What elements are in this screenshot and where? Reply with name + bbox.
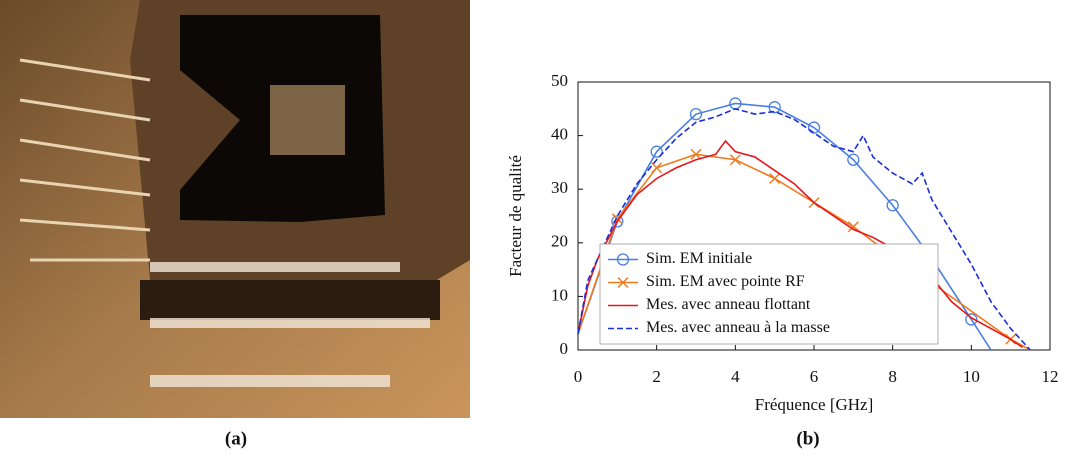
- legend-label: Sim. EM initiale: [646, 250, 752, 267]
- x-tick-label: 2: [652, 367, 661, 386]
- series-line: [577, 107, 1031, 351]
- legend-label: Mes. avec anneau flottant: [646, 296, 811, 313]
- series-line: [577, 102, 992, 351]
- marker: [729, 154, 741, 166]
- legend-box: [599, 243, 939, 345]
- y-tick-label: 50: [551, 71, 568, 90]
- marker: [886, 199, 899, 212]
- marker: [847, 153, 860, 166]
- legend-label: Sim. EM avec pointe RF: [646, 273, 805, 290]
- x-tick-label: 12: [1042, 367, 1059, 386]
- series-line: [577, 139, 1023, 348]
- x-axis-label: Fréquence [GHz]: [755, 395, 873, 414]
- marker: [768, 101, 781, 114]
- x-tick-label: 4: [731, 367, 740, 386]
- y-tick-label: 0: [560, 339, 569, 358]
- photo: [0, 0, 470, 418]
- marker: [616, 253, 630, 266]
- x-tick-label: 6: [810, 367, 819, 386]
- y-tick-label: 40: [551, 125, 568, 144]
- marker: [769, 172, 781, 185]
- y-tick-label: 20: [551, 232, 568, 251]
- marker: [617, 276, 629, 289]
- y-tick-label: 30: [551, 178, 568, 197]
- marker: [611, 215, 624, 228]
- caption: (b): [796, 428, 819, 449]
- x-tick-label: 10: [963, 367, 980, 386]
- series-line: [577, 153, 1031, 351]
- legend-label: Mes. avec anneau à la masse: [646, 319, 830, 336]
- x-tick-label: 8: [888, 367, 897, 386]
- marker: [690, 148, 702, 160]
- y-tick-label: 10: [551, 285, 568, 304]
- marker: [807, 121, 821, 134]
- marker: [965, 313, 978, 326]
- x-tick-label: 0: [574, 367, 583, 386]
- y-axis-label: Facteur de qualité: [506, 155, 525, 277]
- marker: [650, 145, 663, 158]
- marker: [651, 162, 663, 174]
- marker: [689, 108, 703, 121]
- caption: (a): [225, 428, 247, 449]
